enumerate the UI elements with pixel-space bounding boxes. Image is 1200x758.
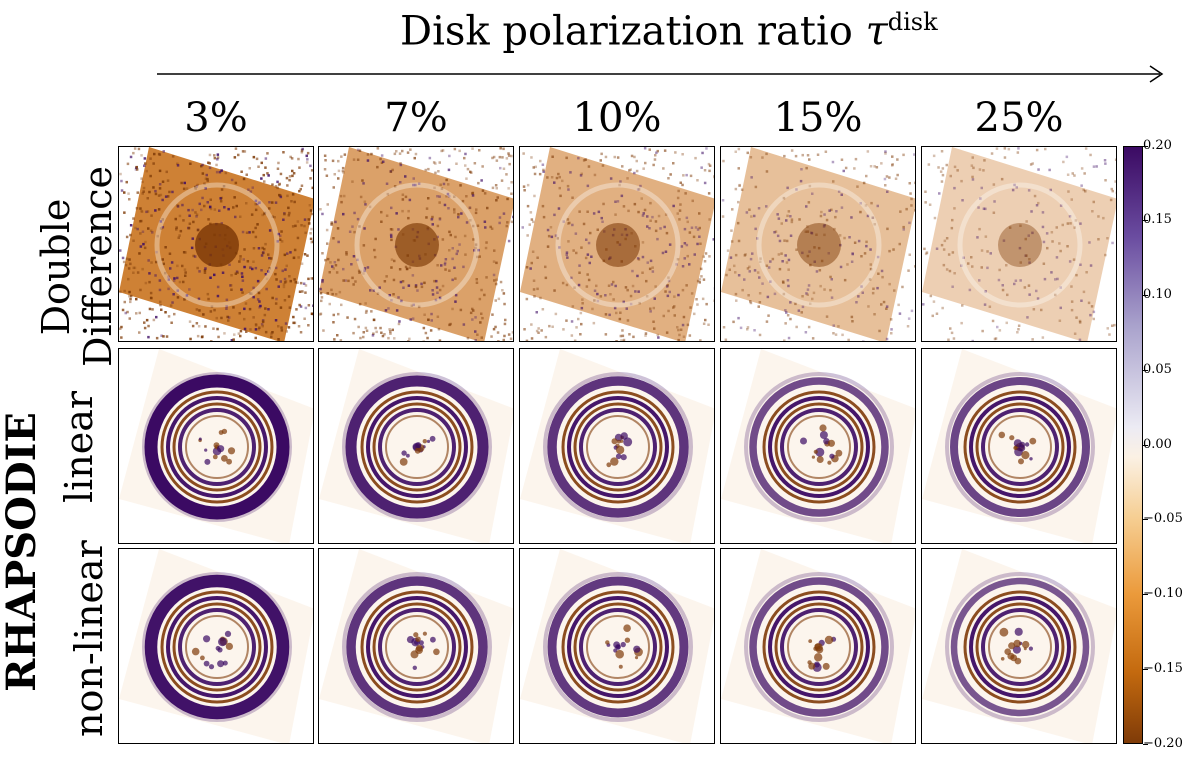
panel-double-difference-10pct [519,146,715,342]
panel-non-linear-3pct [118,548,314,744]
panel-non-linear-25pct [921,548,1117,744]
column-header-7: 7% [384,95,448,141]
colorbar-tick: 0.10 [1143,287,1172,302]
figure-title: Disk polarization ratio τdisk [400,8,938,55]
colorbar-tick: −0.05 [1143,511,1183,526]
panel-double-difference-7pct [318,146,514,342]
column-header-15: 15% [773,95,863,141]
panel-non-linear-10pct [519,548,715,744]
direction-arrow [157,65,1164,83]
column-header-25: 25% [974,95,1064,141]
colorbar [1123,146,1143,744]
panel-non-linear-7pct [318,548,514,744]
colorbar-tick: 0.05 [1143,362,1172,377]
colorbar-tick: 0.00 [1143,437,1172,452]
panel-linear-10pct [519,348,715,544]
row-label-double-difference: Double Difference [34,165,120,367]
colorbar-tick: 0.15 [1143,212,1172,227]
column-header-10: 10% [572,95,662,141]
panel-linear-25pct [921,348,1117,544]
row-label-non-linear: non-linear [67,540,111,737]
group-label-rhapsodie: RHAPSODIE [0,412,45,692]
colorbar-tick: 0.20 [1143,138,1172,153]
panel-double-difference-25pct [921,146,1117,342]
panel-linear-3pct [118,348,314,544]
panel-double-difference-15pct [720,146,916,342]
column-header-3: 3% [184,95,248,141]
colorbar-tick: −0.20 [1143,736,1183,751]
panel-linear-7pct [318,348,514,544]
panel-linear-15pct [720,348,916,544]
row-label-linear: linear [57,390,101,504]
panel-non-linear-15pct [720,548,916,744]
panel-double-difference-3pct [118,146,314,342]
colorbar-tick: −0.10 [1143,586,1183,601]
colorbar-tick: −0.15 [1143,661,1183,676]
